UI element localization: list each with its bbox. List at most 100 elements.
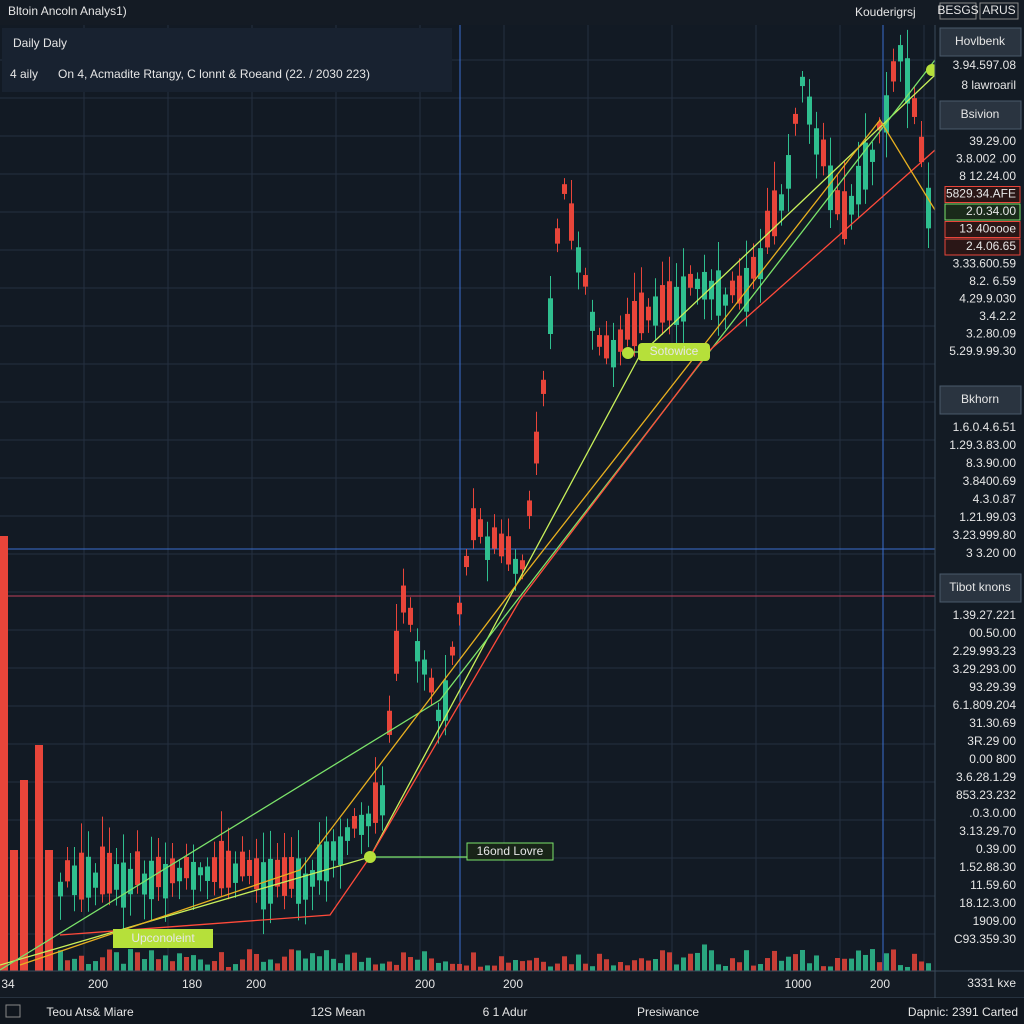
- volume-bar: [716, 964, 721, 971]
- volume-bar: [436, 962, 441, 971]
- timeframe[interactable]: Daily Daly: [13, 36, 67, 50]
- price-label: 1.21.99.03: [959, 510, 1016, 524]
- candle: [100, 846, 105, 895]
- price-label: 3.33.600.59: [953, 257, 1017, 271]
- footer-item[interactable]: Dapnic: 2391 Carted: [908, 1005, 1018, 1019]
- volume-bar: [576, 954, 581, 971]
- panel-button-label[interactable]: Bkhorn: [961, 392, 999, 406]
- candle: [352, 816, 357, 829]
- price-label: 1.6.0.4.6.51: [953, 420, 1017, 434]
- price-label: 4.3.0.87: [973, 492, 1017, 506]
- volume-bar: [807, 963, 812, 971]
- volume-bar: [688, 953, 693, 971]
- volume-bar: [667, 952, 672, 971]
- volume-bar: [310, 953, 315, 971]
- candle: [800, 76, 805, 87]
- volume-bar: [422, 951, 427, 971]
- volume-bar: [121, 963, 126, 971]
- user: Kouderigrsj: [855, 5, 916, 19]
- x-tick-label: 200: [870, 977, 890, 991]
- panel-button-label[interactable]: Bsivion: [961, 107, 1000, 121]
- volume-bar: [177, 953, 182, 971]
- candle: [716, 270, 721, 316]
- badge[interactable]: [939, 2, 977, 20]
- info: On 4, Acmadite Rtangy, C lonnt & Roeand …: [58, 67, 370, 81]
- price-label: 8.3.90.00: [966, 456, 1016, 470]
- volume-bar: [443, 961, 448, 971]
- volume-bar: [261, 961, 266, 971]
- price-label: 1.39.27.221: [953, 608, 1017, 622]
- panel-button-label[interactable]: Hovlbenk: [955, 34, 1006, 48]
- badge-text[interactable]: ARUS: [982, 3, 1015, 17]
- volume-spike: [45, 850, 53, 971]
- volume-bar: [611, 965, 616, 971]
- candle: [583, 275, 588, 287]
- volume-bar: [58, 950, 63, 971]
- panel-button[interactable]: [939, 100, 1022, 130]
- panel-button[interactable]: [939, 573, 1022, 603]
- price-box: [944, 238, 1021, 256]
- candle: [856, 165, 861, 205]
- candle: [303, 873, 308, 900]
- volume-bar: [226, 966, 231, 971]
- volume-bar: [380, 963, 385, 971]
- badge[interactable]: [979, 2, 1019, 20]
- price-label: 3.4.2.2: [979, 309, 1016, 323]
- candle: [359, 814, 364, 835]
- candle: [191, 861, 196, 890]
- candle: [541, 379, 546, 394]
- volume-bar: [534, 957, 539, 971]
- price-label: 0.39.00: [976, 842, 1016, 856]
- footer-item[interactable]: Presiwance: [637, 1005, 699, 1019]
- panel-button[interactable]: [939, 385, 1022, 415]
- badge-text[interactable]: BESGS: [937, 3, 978, 17]
- volume-bar: [730, 958, 735, 971]
- candle: [737, 275, 742, 304]
- candle: [415, 641, 420, 662]
- candle: [779, 194, 784, 211]
- volume-bar: [863, 954, 868, 971]
- volume-bar: [912, 953, 917, 971]
- candle: [163, 863, 168, 899]
- candle: [891, 61, 896, 82]
- candle: [702, 271, 707, 300]
- info-tag: 4 aily: [10, 67, 38, 81]
- price-label: 3.13.29.70: [959, 824, 1016, 838]
- volume-bar: [583, 963, 588, 971]
- candle: [674, 286, 679, 325]
- x-tick-label: 200: [415, 977, 435, 991]
- footer-item[interactable]: 12S Mean: [311, 1005, 366, 1019]
- footer-item[interactable]: 6 1 Adur: [483, 1005, 528, 1019]
- volume-bar: [681, 957, 686, 971]
- panel-button[interactable]: [939, 27, 1022, 57]
- marker: [622, 347, 634, 359]
- volume-bar: [149, 950, 154, 971]
- price-box: [944, 221, 1021, 238]
- annotation: Upconoleint: [131, 931, 195, 945]
- candle: [254, 858, 259, 890]
- volume-bar: [107, 949, 112, 971]
- volume-bar: [471, 952, 476, 971]
- price-label: 8 lawroaril: [961, 78, 1016, 92]
- volume-spike: [35, 745, 43, 971]
- volume-bar: [814, 955, 819, 971]
- x-tick-label: 180: [182, 977, 202, 991]
- volume-bar: [198, 959, 203, 971]
- volume-spike: [20, 780, 28, 971]
- panel-button-label[interactable]: Tibot knons: [949, 580, 1011, 594]
- volume-bar: [919, 961, 924, 971]
- price-label: 5.29.9.99.30: [949, 344, 1016, 358]
- volume-bar: [786, 956, 791, 971]
- volume-bar: [352, 952, 357, 971]
- price-label: 2.4.06.65: [966, 239, 1016, 253]
- volume-bar: [625, 965, 630, 971]
- footer-item[interactable]: Teou Ats& Miare: [46, 1005, 134, 1019]
- candle: [128, 868, 133, 895]
- annotation: Sotowice: [650, 344, 699, 358]
- volume-bar: [86, 964, 91, 971]
- volume-bar: [653, 959, 658, 971]
- candle: [485, 536, 490, 560]
- volume-bar: [618, 962, 623, 971]
- candle: [443, 680, 448, 721]
- candle: [450, 646, 455, 656]
